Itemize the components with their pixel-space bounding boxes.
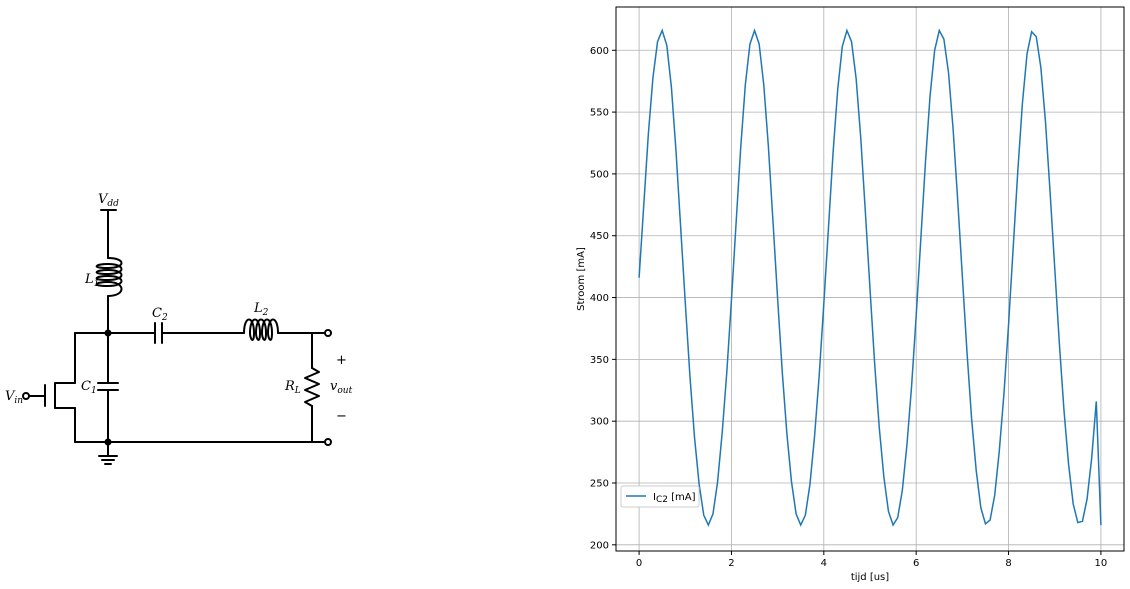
top-node-wire [74,329,245,337]
y-tick-label: 450 [590,231,609,242]
inductor-l2 [243,318,325,341]
x-tick-label: 2 [728,558,734,569]
l2-label: L2 [253,301,269,318]
series-line-ic2 [638,28,1102,527]
ground-icon [98,441,118,465]
y-tick-label: 400 [590,293,609,304]
x-tick-label: 10 [1095,558,1108,569]
y-tick-label: 600 [590,46,609,57]
legend: IC2 [mA] [620,485,700,508]
capacitor-c1 [97,332,119,443]
x-tick-label: 6 [913,558,919,569]
y-tick-label: 550 [590,108,609,119]
x-tick-label: 8 [1005,558,1011,569]
inductor-l1 [95,257,123,334]
y-tick-label: 200 [590,540,609,551]
y-tick-label: 250 [590,479,609,490]
output-terminal-top [324,329,332,337]
grid-lines [616,7,1124,551]
x-tick-label: 4 [821,558,827,569]
x-axis-label: tijd [us] [851,572,889,583]
l1-label: L1 [84,272,99,289]
x-tick-label: 0 [636,558,642,569]
vin-label: Vin [5,389,23,406]
c2-label: C2 [152,306,168,323]
y-tick-label: 300 [590,417,609,428]
circuit-schematic: Vdd L1 C2 L2 RL + vout − C1 [5,192,353,465]
vdd-supply [100,209,117,259]
c1-label: C1 [81,379,97,396]
transistor-mosfet [22,332,76,443]
resistor-rl [304,332,320,443]
vout-label: vout [330,379,353,396]
vout-minus: − [336,409,347,424]
y-tick-label: 350 [590,355,609,366]
legend-box [620,485,700,508]
axis-ticks: 0 2 4 6 8 10 200 250 300 350 400 450 500 550 600 [590,46,1107,569]
legend-entry: IC2 [mA] [653,492,696,505]
input-terminal [22,392,30,400]
plot-frame [615,6,1125,552]
y-tick-label: 500 [590,169,609,180]
capacitor-c2 [154,322,163,344]
vdd-label: Vdd [98,192,119,209]
rl-label: RL [284,379,301,396]
y-axis-label: Stroom [mA] [576,247,587,311]
vout-plus: + [336,353,347,368]
